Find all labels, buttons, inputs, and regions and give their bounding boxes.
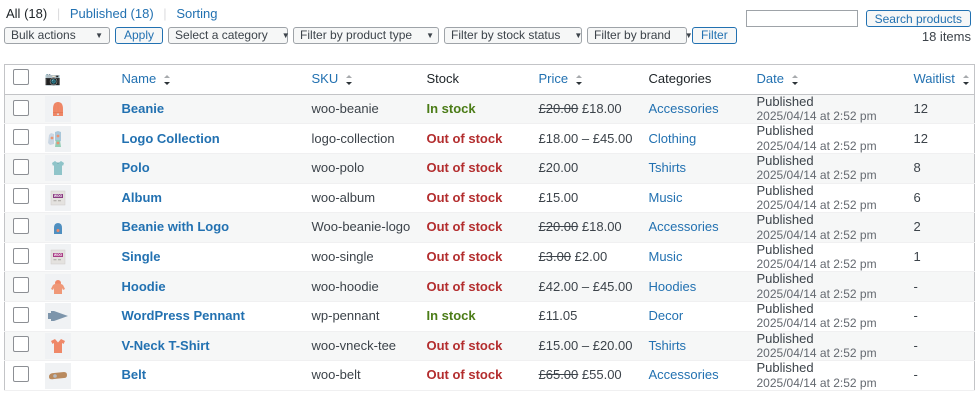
svg-text:WOO: WOO: [53, 253, 62, 257]
svg-text:WOO: WOO: [53, 194, 62, 198]
